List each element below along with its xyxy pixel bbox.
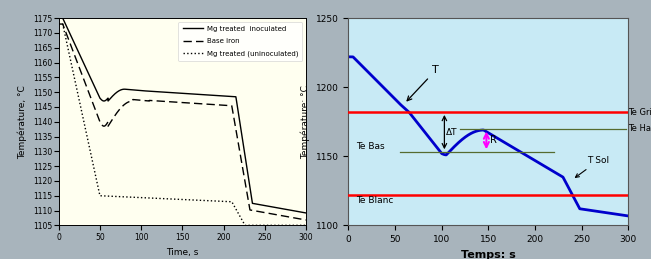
Mg treated (uninoculated) [150, 197, 158, 200]
Y-axis label: Température, °C: Température, °C [18, 85, 27, 159]
Mg treated (uninoculated) [271, 224, 279, 227]
Mg treated (uninoculated) [98, 194, 105, 197]
Text: ΔT: ΔT [447, 128, 458, 136]
Mg treated (uninoculated) [298, 224, 305, 227]
Text: Te Bas: Te Bas [355, 142, 384, 151]
Line: Mg treated  inoculated: Mg treated inoculated [59, 18, 306, 213]
Mg treated (uninoculated) [302, 224, 310, 227]
Line: Mg treated (uninoculated): Mg treated (uninoculated) [59, 24, 306, 225]
X-axis label: Time, s: Time, s [166, 248, 199, 256]
Mg treated  inoculated [83, 68, 90, 71]
Text: R: R [490, 135, 497, 145]
Mg treated  inoculated [271, 206, 279, 209]
Base iron [302, 218, 310, 221]
Mg treated  inoculated [298, 211, 305, 214]
Base iron [98, 123, 105, 126]
Text: T Sol: T Sol [575, 156, 609, 177]
X-axis label: Temps: s: Temps: s [461, 250, 516, 259]
Legend: Mg treated  inoculated, Base iron, Mg treated (uninoculated): Mg treated inoculated, Base iron, Mg tre… [178, 21, 303, 61]
Mg treated  inoculated [302, 211, 310, 214]
Base iron [160, 100, 168, 103]
Mg treated (uninoculated) [160, 197, 168, 200]
Text: T: T [407, 65, 439, 101]
Base iron [271, 213, 279, 216]
Base iron [83, 86, 90, 89]
Mg treated (uninoculated) [241, 224, 249, 227]
Mg treated  inoculated [150, 90, 158, 93]
Base iron [55, 23, 62, 26]
Y-axis label: Température: °C: Température: °C [301, 85, 310, 159]
Text: Te Haut: Te Haut [628, 124, 651, 133]
Line: Base iron: Base iron [59, 24, 306, 220]
Base iron [298, 218, 305, 221]
Mg treated  inoculated [98, 98, 105, 101]
Mg treated  inoculated [160, 91, 168, 94]
Mg treated (uninoculated) [55, 23, 62, 26]
Text: Te Gris: Te Gris [628, 107, 651, 117]
Mg treated (uninoculated) [83, 134, 90, 137]
Text: Te Blanc: Te Blanc [355, 196, 393, 205]
Mg treated  inoculated [55, 17, 62, 20]
Base iron [150, 99, 158, 102]
